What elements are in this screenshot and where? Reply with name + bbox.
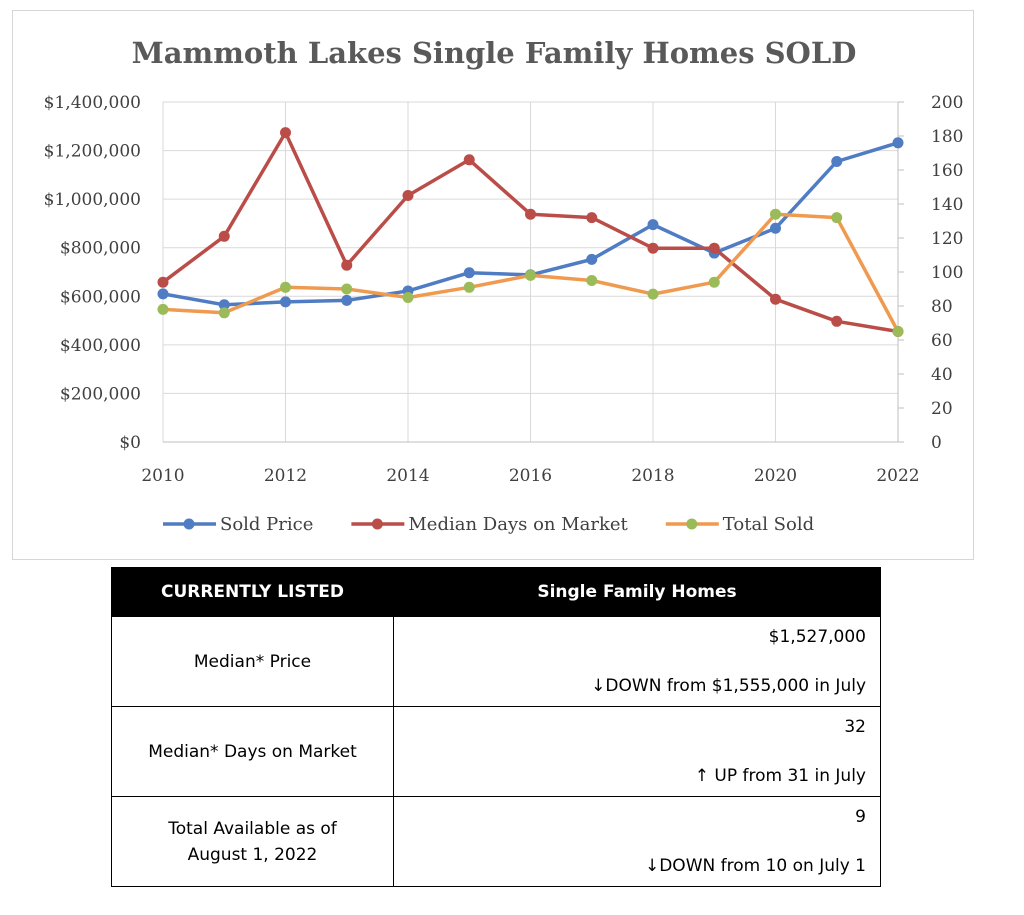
median-price-change: ↓DOWN from $1,555,000 in July (591, 676, 866, 696)
chart-title: Mammoth Lakes Single Family Homes SOLD (132, 36, 857, 70)
legend-label: Sold Price (220, 514, 313, 535)
data-point (647, 288, 659, 300)
y-left-tick-label: $1,000,000 (44, 190, 141, 210)
legend-swatch-marker (371, 518, 383, 530)
data-point (525, 269, 536, 281)
data-point (218, 230, 230, 242)
data-point (892, 326, 904, 337)
data-point (463, 267, 475, 279)
y-left-tick-label: $800,000 (60, 239, 141, 259)
header-currently-listed: CURRENTLY LISTED (111, 567, 394, 617)
median-price-change-text: DOWN from $1,555,000 in July (605, 676, 866, 696)
down-arrow-icon: ↓ (591, 676, 606, 696)
y-right-tick-label: 80 (931, 297, 953, 317)
total-available-label: Total Available as of August 1, 2022 (168, 818, 337, 865)
table-row: Median* Days on Market 32 ↑ UP from 31 i… (111, 706, 881, 797)
median-price-value: $1,527,000 (768, 627, 866, 647)
line-chart: Mammoth Lakes Single Family Homes SOLD $0… (44, 36, 964, 535)
x-tick-label: 2020 (754, 466, 797, 486)
data-point (770, 208, 781, 220)
data-point (157, 288, 169, 300)
data-point (892, 137, 904, 149)
total-available-change-text: DOWN from 10 on July 1 (659, 856, 866, 876)
data-point (280, 296, 291, 308)
y-left-tick-label: $1,400,000 (44, 93, 141, 113)
legend-swatch-marker (183, 518, 195, 530)
x-tick-label: 2022 (876, 466, 919, 486)
data-point (831, 315, 843, 327)
data-point (341, 259, 353, 271)
chart-frame: Mammoth Lakes Single Family Homes SOLD $0… (12, 10, 974, 560)
row-label-median-days: Median* Days on Market (111, 706, 394, 797)
data-point (218, 307, 230, 319)
median-days-value: 32 (844, 717, 866, 737)
row-label-total-available: Total Available as of August 1, 2022 (111, 796, 394, 887)
row-value-cell: 9 ↓DOWN from 10 on July 1 (393, 796, 881, 887)
data-point (708, 276, 720, 288)
legend-label: Median Days on Market (408, 514, 628, 535)
x-tick-label: 2010 (141, 466, 184, 486)
down-arrow-icon: ↓ (644, 856, 660, 876)
y-right-tick-label: 20 (931, 399, 953, 419)
x-tick-label: 2014 (386, 466, 429, 486)
header-single-family-homes: Single Family Homes (393, 567, 881, 617)
data-point (341, 283, 353, 295)
legend-label: Total Sold (723, 514, 814, 535)
data-point (770, 293, 781, 305)
data-point (770, 222, 781, 234)
y-left-tick-label: $0 (119, 433, 141, 453)
listing-summary-table: CURRENTLY LISTED Single Family Homes Med… (111, 567, 881, 887)
y-right-tick-label: 100 (931, 263, 963, 283)
data-point (586, 253, 598, 265)
row-value-cell: $1,527,000 ↓DOWN from $1,555,000 in July (393, 616, 881, 707)
data-point (402, 292, 414, 303)
y-left-tick-label: $600,000 (60, 287, 141, 307)
data-point (647, 242, 659, 254)
up-arrow-icon: ↑ (694, 766, 710, 786)
median-days-change: ↑ UP from 31 in July (695, 766, 866, 786)
legend-swatch-marker (686, 518, 698, 530)
total-available-value: 9 (855, 807, 866, 827)
data-point (586, 275, 598, 286)
y-right-tick-label: 180 (931, 127, 963, 147)
y-right-tick-label: 0 (931, 433, 942, 453)
y-left-tick-label: $400,000 (60, 336, 141, 356)
data-point (218, 299, 230, 311)
y-right-tick-label: 160 (931, 161, 963, 181)
data-point (586, 212, 598, 224)
data-point (831, 212, 843, 224)
data-point (463, 154, 475, 166)
y-right-tick-label: 120 (931, 229, 963, 249)
table-row: Median* Price $1,527,000 ↓DOWN from $1,5… (111, 616, 881, 707)
median-days-change-text: UP from 31 in July (709, 766, 866, 786)
table-row: Total Available as of August 1, 2022 9 ↓… (111, 796, 881, 887)
data-point (831, 156, 843, 167)
x-tick-label: 2018 (631, 466, 674, 486)
data-point (280, 281, 291, 293)
total-available-change: ↓DOWN from 10 on July 1 (645, 856, 866, 876)
table-header-row: CURRENTLY LISTED Single Family Homes (111, 567, 881, 617)
y-right-tick-label: 40 (931, 365, 953, 385)
y-left-tick-label: $200,000 (60, 384, 141, 404)
data-point (157, 276, 169, 288)
x-tick-label: 2016 (509, 466, 552, 486)
data-point (647, 219, 659, 231)
x-tick-label: 2012 (264, 466, 307, 486)
data-point (280, 127, 291, 139)
y-left-tick-label: $1,200,000 (44, 142, 141, 162)
data-point (341, 294, 353, 306)
row-value-cell: 32 ↑ UP from 31 in July (393, 706, 881, 797)
y-right-tick-label: 200 (931, 93, 963, 113)
row-label-median-price: Median* Price (111, 616, 394, 707)
data-point (157, 303, 169, 315)
y-right-tick-label: 60 (931, 331, 953, 351)
data-point (708, 242, 720, 254)
data-point (525, 208, 536, 220)
data-point (463, 281, 475, 293)
data-point (402, 190, 414, 201)
y-right-tick-label: 140 (931, 195, 963, 215)
